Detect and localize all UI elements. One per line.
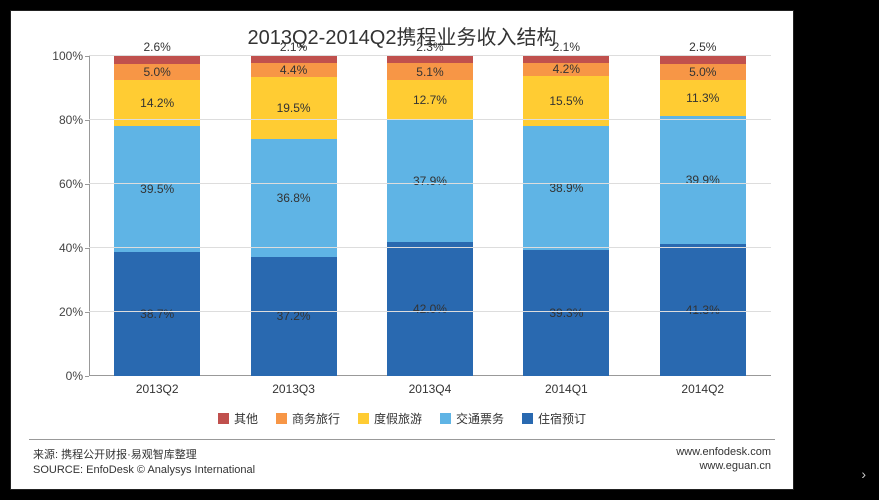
bars-container: 2.6%38.7%39.5%14.2%5.0% 2.1%37.2%36.8%19.… <box>89 56 771 376</box>
legend-swatch <box>358 413 369 424</box>
legend-item: 商务旅行 <box>276 410 340 427</box>
legend-label: 交通票务 <box>456 410 504 427</box>
x-tick-label: 2013Q3 <box>251 382 337 396</box>
bar-segment: 4.2% <box>523 63 609 76</box>
bar-segment: 39.3% <box>523 250 609 376</box>
bar-segment: 38.7% <box>114 252 200 376</box>
y-tick-label: 80% <box>59 113 83 127</box>
slide-side-strip: › <box>799 10 874 490</box>
bar-top-label: 2.1% <box>553 40 580 54</box>
x-tick-label: 2013Q4 <box>387 382 473 396</box>
bar-segment: 41.3% <box>660 244 746 376</box>
y-tick-label: 20% <box>59 305 83 319</box>
legend-label: 商务旅行 <box>292 410 340 427</box>
bar-segment: 39.9% <box>660 116 746 244</box>
bar-column: 2.1%37.2%36.8%19.5%4.4% <box>251 56 337 376</box>
bar-top-label: 2.5% <box>689 40 716 54</box>
bar-segment: 39.5% <box>114 126 200 252</box>
chart-panel: 2013Q2-2014Q2携程业务收入结构 0% 20% 40% 60% 80% 100%… <box>10 10 794 490</box>
gridline <box>89 183 771 184</box>
bar-top-label: 2.1% <box>280 40 307 54</box>
bar-segment: 12.7% <box>387 80 473 121</box>
x-axis-labels: 2013Q2 2013Q3 2013Q4 2014Q1 2014Q2 <box>11 376 793 396</box>
bar-segment <box>387 56 473 63</box>
stacked-bar: 39.3%38.9%15.5%4.2% <box>523 56 609 376</box>
legend-swatch <box>218 413 229 424</box>
source-url1: www.enfodesk.com <box>676 446 771 458</box>
source-url2: www.eguan.cn <box>699 460 771 472</box>
stacked-bar: 37.2%36.8%19.5%4.4% <box>251 56 337 376</box>
gridline <box>89 55 771 56</box>
bar-top-label: 2.6% <box>144 40 171 54</box>
gridline <box>89 119 771 120</box>
legend-label: 住宿预订 <box>538 410 586 427</box>
legend: 其他 商务旅行 度假旅游 交通票务 住宿预订 <box>11 396 793 435</box>
bar-column: 2.1%39.3%38.9%15.5%4.2% <box>523 56 609 376</box>
bar-segment <box>114 56 200 64</box>
legend-swatch <box>440 413 451 424</box>
bar-segment: 5.0% <box>660 64 746 80</box>
bar-column: 2.3%42.0%37.9%12.7%5.1% <box>387 56 473 376</box>
bar-top-label: 2.3% <box>416 40 443 54</box>
bar-column: 2.5%41.3%39.9%11.3%5.0% <box>660 56 746 376</box>
bar-column: 2.6%38.7%39.5%14.2%5.0% <box>114 56 200 376</box>
y-tick-label: 100% <box>52 49 83 63</box>
legend-swatch <box>522 413 533 424</box>
y-tick-label: 0% <box>66 369 83 383</box>
legend-item: 其他 <box>218 410 258 427</box>
stacked-bar: 38.7%39.5%14.2%5.0% <box>114 56 200 376</box>
gridline <box>89 311 771 312</box>
source-en: SOURCE: EnfoDesk © Analysys Internationa… <box>33 464 255 476</box>
legend-item: 交通票务 <box>440 410 504 427</box>
bar-segment: 37.9% <box>387 120 473 241</box>
bar-segment: 5.0% <box>114 64 200 80</box>
chart-title: 2013Q2-2014Q2携程业务收入结构 <box>11 11 793 56</box>
y-tick-label: 40% <box>59 241 83 255</box>
x-tick-label: 2014Q1 <box>523 382 609 396</box>
bar-segment: 5.1% <box>387 63 473 79</box>
y-tick-label: 60% <box>59 177 83 191</box>
next-arrow-icon: › <box>861 466 866 482</box>
legend-label: 度假旅游 <box>374 410 422 427</box>
bar-segment: 42.0% <box>387 242 473 376</box>
source-cn: 来源: 携程公开财报·易观智库整理 <box>33 446 255 462</box>
stacked-bar: 42.0%37.9%12.7%5.1% <box>387 56 473 376</box>
chart-area: 0%20%40%60%80%100% 2.6%38.7%39.5%14.2%5.… <box>11 56 793 376</box>
plot-area: 2.6%38.7%39.5%14.2%5.0% 2.1%37.2%36.8%19.… <box>89 56 771 376</box>
x-tick-label: 2013Q2 <box>114 382 200 396</box>
bar-segment: 36.8% <box>251 139 337 257</box>
bar-segment <box>660 56 746 64</box>
bar-segment: 38.9% <box>523 126 609 250</box>
bar-segment: 11.3% <box>660 80 746 116</box>
bar-segment: 4.4% <box>251 63 337 77</box>
legend-label: 其他 <box>234 410 258 427</box>
slide-frame: 2013Q2-2014Q2携程业务收入结构 0% 20% 40% 60% 80% 100%… <box>0 0 879 500</box>
source-box: 来源: 携程公开财报·易观智库整理 SOURCE: EnfoDesk © Ana… <box>29 439 775 484</box>
legend-swatch <box>276 413 287 424</box>
legend-item: 住宿预订 <box>522 410 586 427</box>
stacked-bar: 41.3%39.9%11.3%5.0% <box>660 56 746 376</box>
gridline <box>89 247 771 248</box>
bar-segment <box>251 56 337 63</box>
x-tick-label: 2014Q2 <box>660 382 746 396</box>
legend-item: 度假旅游 <box>358 410 422 427</box>
y-axis: 0%20%40%60%80%100% <box>49 56 89 376</box>
bar-segment: 37.2% <box>251 257 337 376</box>
bar-segment: 19.5% <box>251 77 337 139</box>
